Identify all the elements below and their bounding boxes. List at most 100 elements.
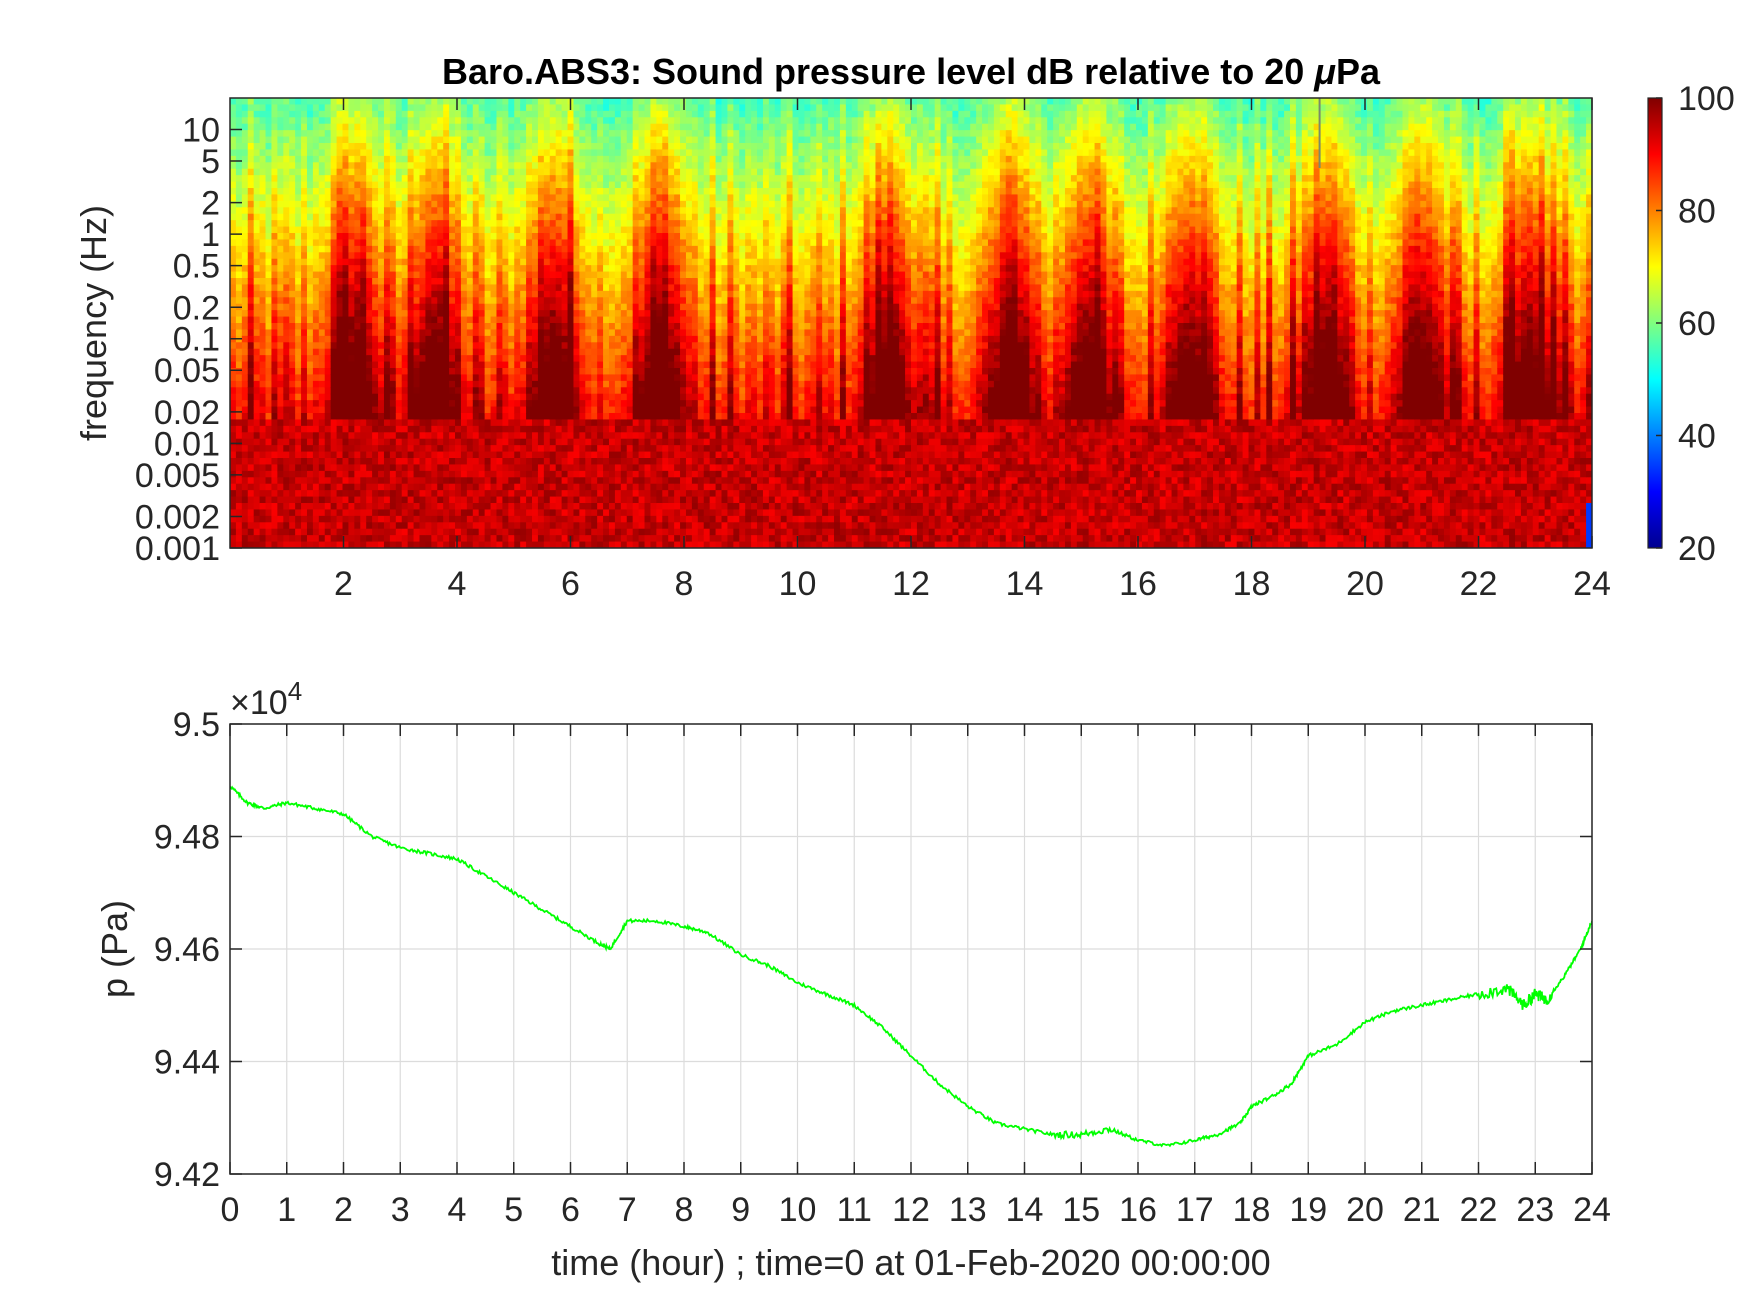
- spectrogram-cell: [591, 413, 598, 421]
- spectrogram-cell: [597, 104, 604, 112]
- spectrogram-cell: [520, 290, 527, 298]
- spectrogram-cell: [295, 117, 302, 125]
- spectrogram-cell: [366, 541, 373, 548]
- spectrogram-cell: [502, 245, 509, 253]
- spectrogram-cell: [354, 400, 361, 408]
- spectrogram-cell: [443, 162, 450, 170]
- spectrogram-cell: [241, 445, 249, 453]
- spectrogram-cell: [514, 188, 521, 196]
- spectrogram-cell: [247, 98, 255, 106]
- spectrogram-cell: [532, 323, 539, 331]
- spectrogram-cell: [407, 213, 415, 221]
- spectrogram-cell: [573, 207, 580, 215]
- spectrogram-cell: [431, 168, 438, 176]
- spectrogram-cell: [247, 393, 255, 401]
- spectrogram-cell: [591, 188, 598, 196]
- spectrogram-cell: [496, 290, 503, 298]
- spectrogram-cell: [603, 252, 610, 260]
- spectrogram-cell: [354, 445, 361, 453]
- spectrogram-cell: [336, 323, 344, 331]
- spectrogram-cell: [277, 130, 284, 138]
- spectrogram-cell: [579, 425, 586, 433]
- spectrogram-cell: [324, 162, 332, 170]
- spectrogram-cell: [253, 239, 261, 247]
- spectrogram-cell: [620, 136, 628, 144]
- spectrogram-cell: [283, 329, 290, 337]
- spectrogram-cell: [460, 503, 468, 511]
- spectrogram-cell: [543, 220, 551, 228]
- spectrogram-cell: [567, 413, 575, 421]
- spectrogram-cell: [348, 400, 355, 408]
- spectrogram-cell: [597, 477, 604, 485]
- spectrogram-cell: [230, 477, 237, 485]
- spectrogram-cell: [277, 181, 284, 189]
- spectrogram-cell: [644, 348, 652, 356]
- spectrogram-cell: [425, 477, 432, 485]
- spectrogram-cell: [354, 509, 361, 517]
- spectrogram-cell: [336, 496, 344, 504]
- spectrogram-cell: [360, 265, 367, 273]
- spectrogram-cell: [372, 477, 379, 485]
- spectrogram-cell: [378, 380, 385, 388]
- spectrogram-cell: [532, 136, 539, 144]
- spectrogram-cell: [620, 490, 628, 498]
- spectrogram-cell: [478, 168, 486, 176]
- spectrogram-cell: [289, 310, 296, 318]
- spectrogram-cell: [537, 104, 545, 112]
- spectrogram-cell: [324, 458, 332, 466]
- spectrogram-cell: [389, 220, 397, 228]
- spectrogram-cell: [591, 348, 598, 356]
- spectrogram-cell: [259, 406, 267, 414]
- spectrogram-cell: [372, 290, 379, 298]
- spectrogram-cell: [431, 445, 438, 453]
- spectrogram-cell: [484, 123, 492, 131]
- spectrogram-cell: [342, 483, 350, 491]
- spectrogram-cell: [496, 278, 503, 286]
- spectrogram-cell: [614, 136, 622, 144]
- spectrogram-cell: [466, 323, 474, 331]
- spectrogram-cell: [443, 323, 450, 331]
- spectrogram-cell: [419, 419, 427, 427]
- spectrogram-cell: [603, 342, 610, 350]
- spectrogram-cell: [271, 503, 278, 511]
- spectrogram-cell: [342, 220, 350, 228]
- spectrogram-cell: [638, 393, 646, 401]
- spectrogram-cell: [295, 233, 302, 241]
- spectrogram-cell: [271, 445, 278, 453]
- spectrogram-cell: [348, 445, 355, 453]
- spectrogram-cell: [620, 98, 628, 106]
- spectrogram-cell: [271, 400, 278, 408]
- spectrogram-cell: [383, 303, 391, 311]
- spectrogram-cell: [567, 490, 575, 498]
- spectrogram-cell: [466, 464, 474, 472]
- spectrogram-cell: [312, 400, 320, 408]
- spectrogram-cell: [620, 432, 628, 440]
- spectrogram-cell: [336, 509, 344, 517]
- spectrogram-cell: [526, 265, 533, 273]
- spectrogram-cell: [330, 438, 338, 446]
- spectrogram-cell: [271, 342, 278, 350]
- spectrogram-cell: [496, 98, 503, 106]
- spectrogram-cell: [235, 226, 243, 234]
- spectrogram-cell: [247, 323, 255, 331]
- spectrogram-cell: [460, 419, 468, 427]
- spectrogram-cell: [466, 271, 474, 279]
- spectrogram-cell: [306, 258, 314, 266]
- spectrogram-cell: [620, 509, 628, 517]
- spectrogram-cell: [603, 220, 610, 228]
- spectrogram-cell: [603, 278, 610, 286]
- spectrogram-cell: [626, 361, 634, 369]
- spectrogram-cell: [395, 515, 403, 523]
- spectrogram-cell: [301, 477, 308, 485]
- spectrogram-cell: [301, 503, 308, 511]
- spectrogram-cell: [413, 342, 421, 350]
- spectrogram-cell: [614, 509, 622, 517]
- spectrogram-cell: [372, 483, 379, 491]
- spectrogram-cell: [603, 528, 610, 536]
- spectrogram-cell: [443, 271, 450, 279]
- spectrogram-cell: [561, 297, 569, 305]
- spectrogram-cell: [431, 200, 438, 208]
- spectrogram-cell: [508, 155, 515, 163]
- spectrogram-cell: [419, 348, 427, 356]
- spectrogram-cell: [466, 490, 474, 498]
